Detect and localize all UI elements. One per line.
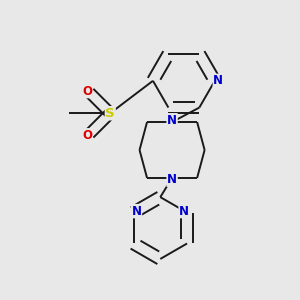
Text: N: N — [131, 205, 142, 218]
Text: O: O — [82, 85, 92, 98]
Text: S: S — [105, 107, 115, 120]
Text: N: N — [167, 173, 177, 186]
Text: N: N — [167, 114, 177, 127]
Text: N: N — [213, 74, 223, 87]
Text: O: O — [82, 129, 92, 142]
Text: N: N — [179, 205, 189, 218]
